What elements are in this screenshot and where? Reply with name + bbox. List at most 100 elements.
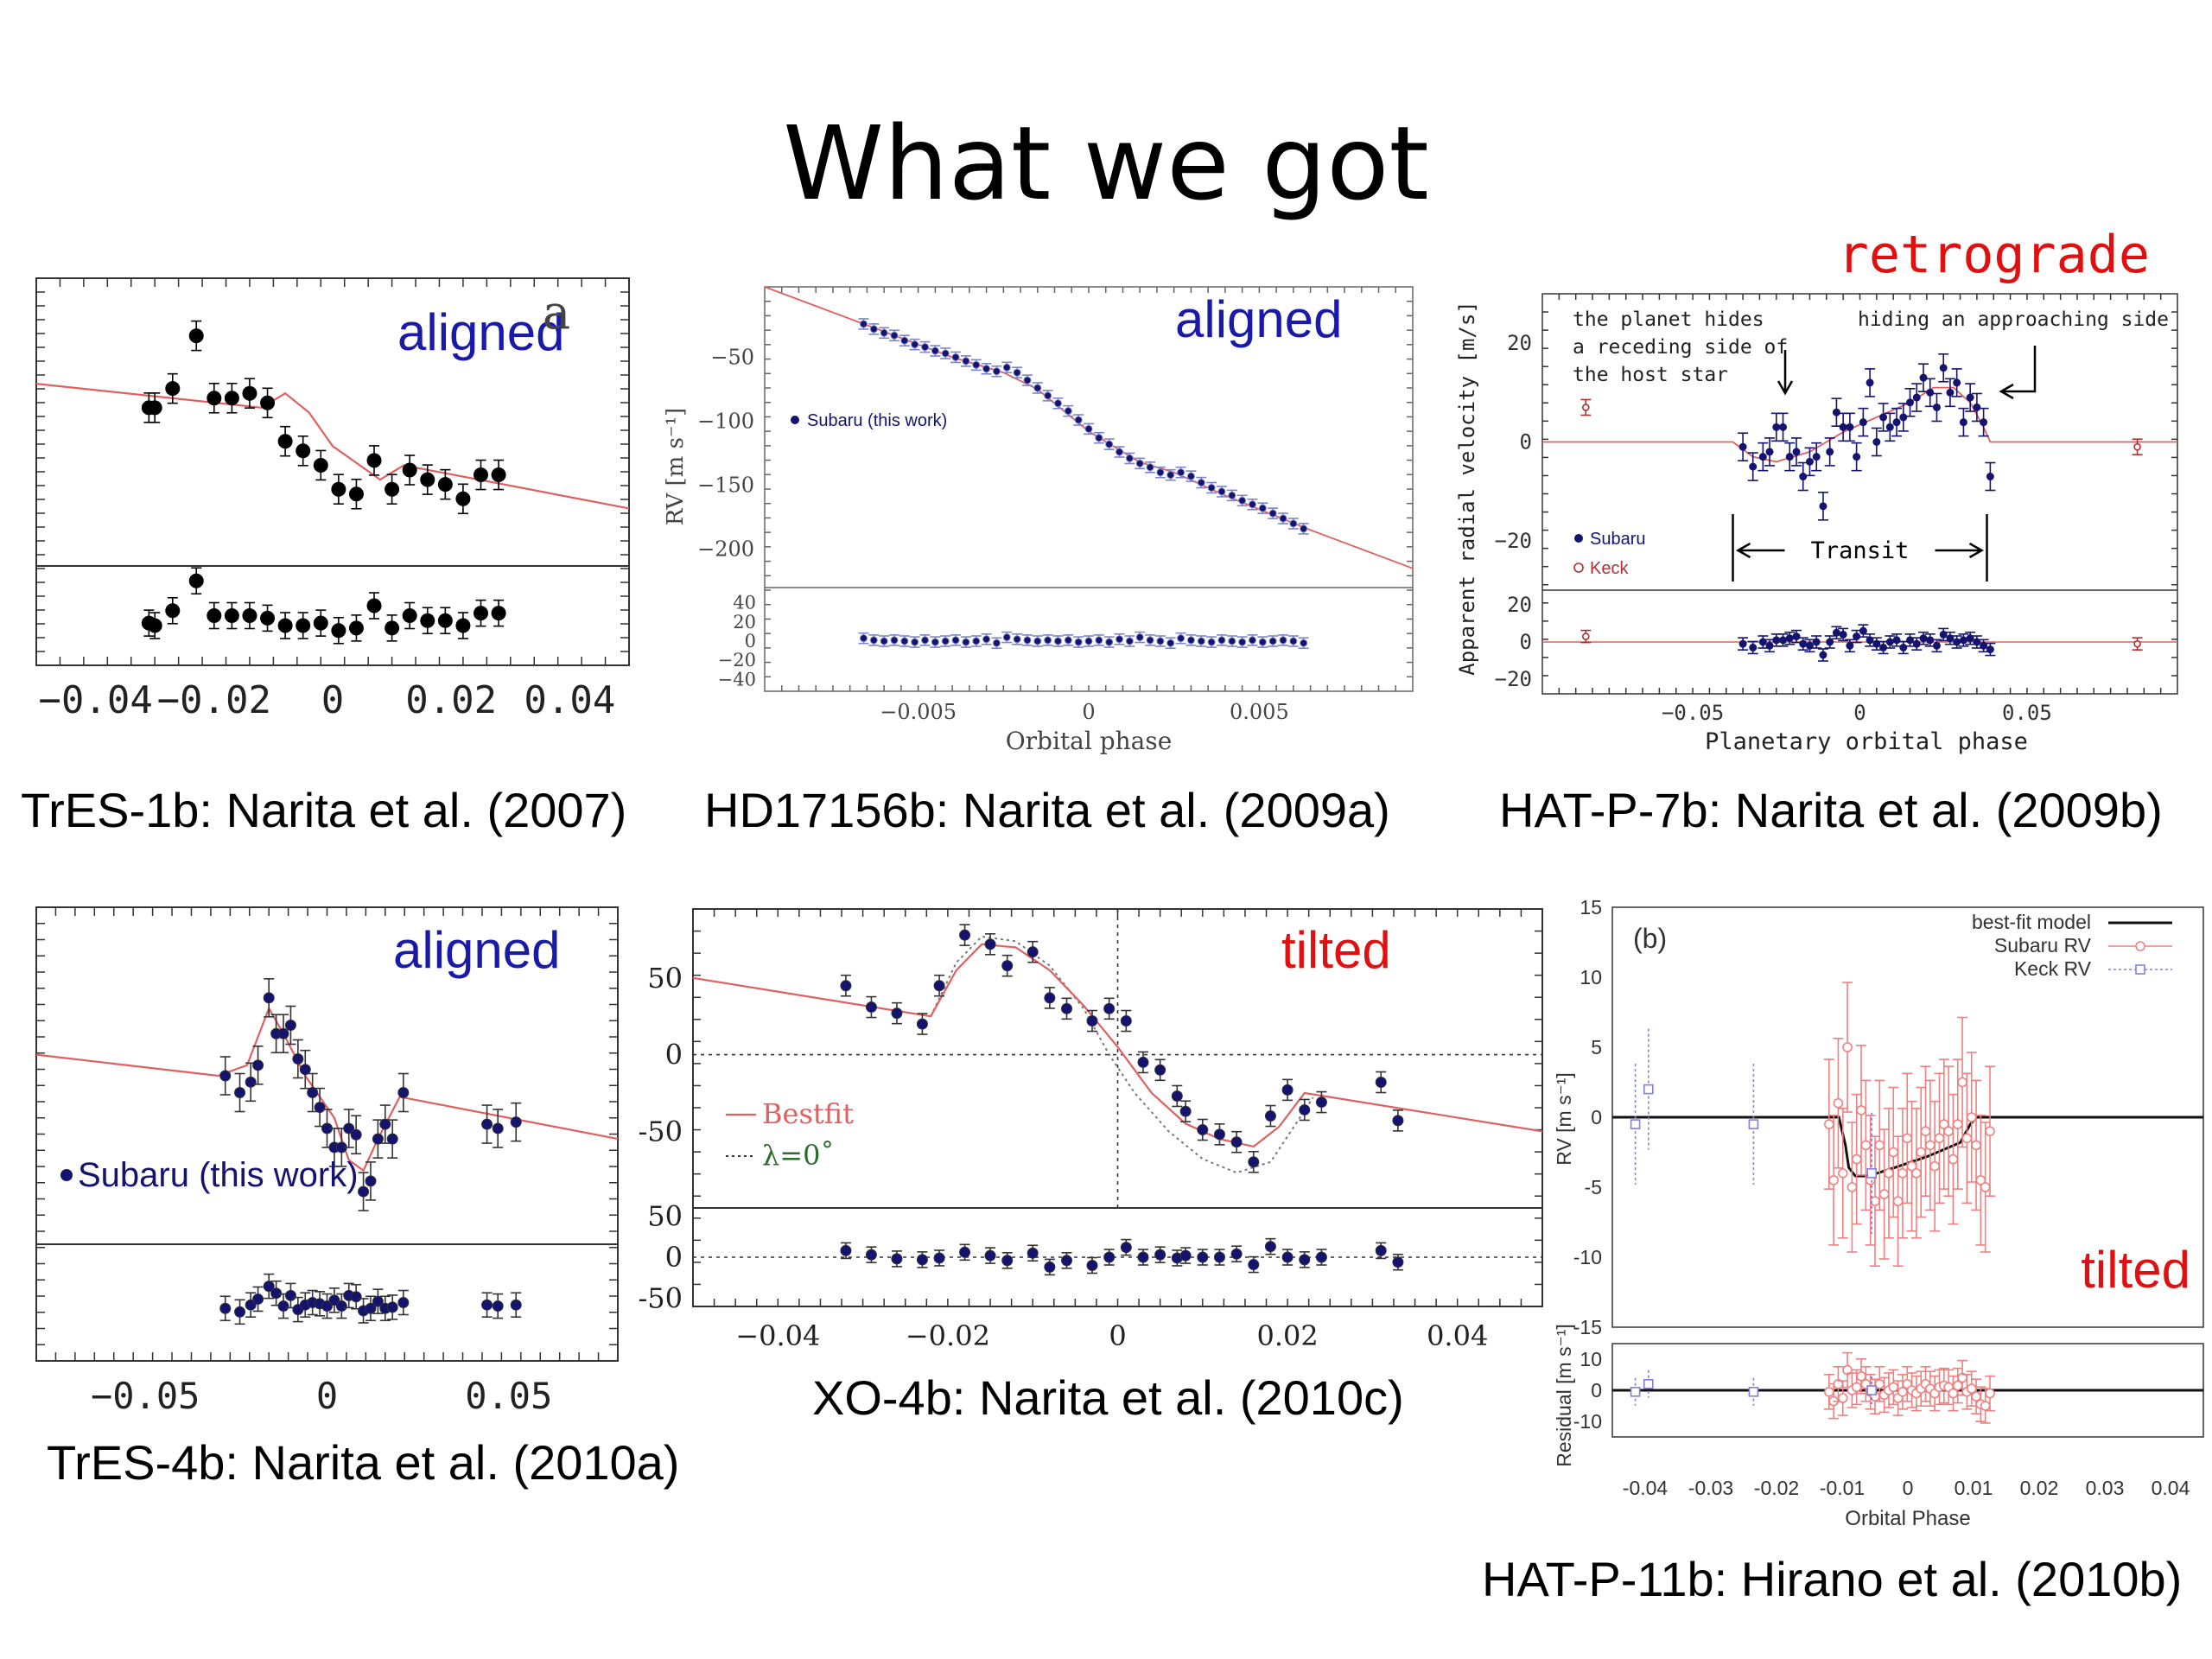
subaru-point-13	[1883, 1108, 1894, 1239]
data-point	[1289, 519, 1298, 528]
data-point	[1186, 472, 1195, 480]
data-point	[492, 1122, 504, 1135]
subaru-point-7	[1856, 1045, 1867, 1176]
data-point	[1213, 1251, 1225, 1263]
data-point	[1906, 398, 1915, 407]
data-point-12	[981, 362, 992, 375]
data-point-15	[1154, 1058, 1166, 1082]
data-point	[1953, 378, 1961, 387]
data-point	[348, 486, 364, 502]
legend-label-bestfit: Bestfit	[762, 1097, 854, 1130]
data-point	[941, 637, 950, 645]
residual-point-13	[1831, 626, 1842, 640]
data-point	[1966, 1112, 1977, 1122]
data-point	[1899, 413, 1908, 422]
data-point-27	[1135, 457, 1146, 470]
x-tick-label: −0.02	[906, 1319, 990, 1352]
data-point-21	[1885, 412, 1896, 442]
data-point	[1748, 1119, 1759, 1129]
residual-point-22	[1084, 635, 1094, 647]
residual-point-14	[1001, 631, 1013, 644]
residual-point-9	[950, 634, 962, 646]
data-point	[328, 1294, 340, 1306]
status-label: aligned	[1175, 290, 1343, 348]
residual-point-38	[1247, 634, 1258, 646]
residual-point-15	[1012, 632, 1023, 645]
subaru-point-9	[1865, 1115, 1876, 1246]
x-tick-label: −0.04	[38, 678, 152, 722]
data-point	[982, 365, 991, 373]
data-point	[474, 467, 488, 483]
subaru-residual-point-3	[1837, 1380, 1848, 1416]
data-point-2	[891, 1001, 903, 1025]
data-point	[1874, 1140, 1885, 1151]
residual-point-1	[868, 634, 880, 646]
residual-point-5	[270, 1280, 283, 1306]
data-point	[1925, 1140, 1936, 1151]
residual-point-21	[1248, 1255, 1260, 1274]
data-point	[1765, 448, 1774, 456]
legend-label-keck: Keck	[1590, 559, 1629, 578]
data-point	[1213, 1128, 1225, 1141]
data-point-42	[1287, 518, 1299, 530]
data-point	[147, 618, 162, 633]
residual-point-24	[1299, 1251, 1311, 1268]
data-point	[1985, 1388, 1995, 1399]
data-point-0	[1738, 432, 1749, 462]
data-point-24	[1904, 387, 1916, 417]
caption-tres4b: TrES-4b: Narita et al. (2010a)	[47, 1435, 680, 1490]
data-point	[292, 1053, 304, 1065]
data-point-11	[970, 359, 982, 372]
data-point	[1980, 418, 1988, 427]
data-point	[348, 620, 364, 636]
residual-point-9	[296, 612, 311, 639]
data-point	[1217, 636, 1226, 645]
data-point	[245, 1076, 257, 1088]
data-point	[933, 1252, 945, 1264]
residual-point-5	[909, 636, 920, 648]
x-tick-label: 0.02	[2020, 1477, 2059, 1499]
data-point-16	[1171, 1084, 1183, 1108]
data-point	[1116, 448, 1124, 456]
data-point	[313, 457, 328, 473]
x-tick-label: 0	[1109, 1319, 1126, 1352]
data-point	[1986, 473, 1994, 481]
subaru-residual-point-0	[1823, 1373, 1834, 1410]
data-point	[1926, 388, 1935, 397]
legend-label-subaru: Subaru	[1590, 530, 1646, 549]
data-point-4	[207, 382, 222, 414]
data-point	[1002, 363, 1011, 372]
x-tick-label: 0.05	[465, 1375, 552, 1417]
data-point	[1044, 636, 1052, 645]
x-tick-label: 0	[1082, 700, 1095, 724]
data-point	[1171, 1090, 1183, 1102]
data-point	[1064, 407, 1072, 416]
data-point	[1749, 643, 1758, 652]
data-point	[869, 325, 878, 334]
subaru-point-21	[1920, 1065, 1931, 1198]
residual-point-26	[1918, 631, 1929, 645]
status-label: retrograde	[1838, 225, 2150, 285]
data-point	[1392, 1256, 1404, 1268]
residual-point-27	[1135, 631, 1146, 644]
y-tick-label: 20	[1507, 331, 1532, 355]
data-point	[1953, 638, 1961, 646]
data-point	[1884, 1167, 1894, 1179]
data-point	[933, 980, 945, 992]
residual-point-11	[1817, 648, 1828, 662]
data-point-8	[940, 347, 951, 359]
residual-point-40	[1268, 635, 1279, 647]
data-point	[1279, 514, 1287, 523]
data-point-5	[959, 924, 971, 946]
data-point-20	[1878, 403, 1889, 432]
residual-point-41	[1278, 634, 1288, 646]
data-point	[840, 1244, 852, 1256]
data-point	[1837, 1393, 1848, 1403]
data-point	[890, 331, 899, 340]
data-point-15	[1844, 412, 1855, 442]
residual-point-3	[188, 567, 204, 595]
data-point	[1053, 637, 1062, 645]
data-point	[1197, 479, 1205, 487]
data-point-8	[292, 1039, 304, 1079]
